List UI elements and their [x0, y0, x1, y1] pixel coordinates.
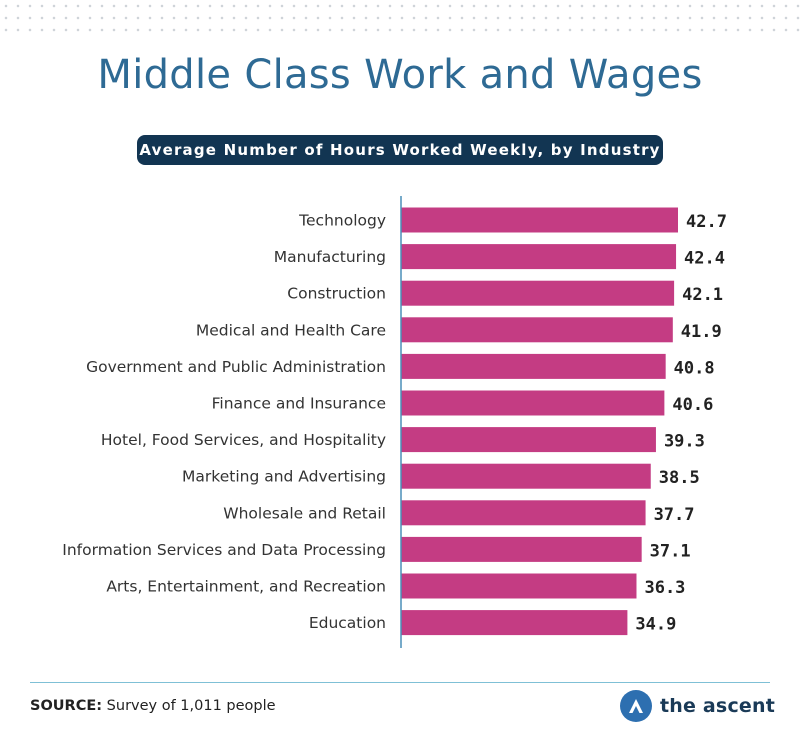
value-label: 42.7 — [686, 212, 727, 232]
source-note: SOURCE: Survey of 1,011 people — [30, 698, 276, 714]
category-label: Finance and Insurance — [212, 395, 386, 413]
brand-name: the ascent — [660, 695, 775, 717]
category-label: Government and Public Administration — [86, 358, 386, 376]
page-title: Middle Class Work and Wages — [97, 52, 703, 98]
bar — [401, 536, 642, 562]
category-label: Hotel, Food Services, and Hospitality — [101, 431, 386, 449]
category-label: Wholesale and Retail — [223, 504, 386, 522]
category-label: Construction — [287, 285, 386, 303]
value-label: 38.5 — [659, 468, 700, 488]
value-label: 42.4 — [684, 249, 725, 269]
bar — [401, 280, 675, 306]
dot-pattern-header — [0, 0, 800, 32]
category-label: Manufacturing — [274, 248, 386, 266]
chart-subtitle: Average Number of Hours Worked Weekly, b… — [137, 135, 663, 165]
bar — [401, 390, 665, 416]
category-label: Arts, Entertainment, and Recreation — [106, 578, 386, 596]
brand-logo: the ascent — [620, 688, 775, 724]
bar — [401, 353, 666, 379]
bar — [401, 610, 628, 636]
source-label: SOURCE: — [30, 698, 103, 714]
value-label: 37.1 — [650, 541, 691, 561]
source-text: Survey of 1,011 people — [106, 698, 276, 714]
bar — [401, 463, 651, 489]
category-label: Technology — [298, 212, 386, 230]
value-label: 39.3 — [664, 432, 705, 452]
bar — [401, 500, 646, 526]
bar — [401, 427, 656, 453]
ascent-logo-icon — [620, 690, 652, 722]
category-label: Marketing and Advertising — [182, 468, 386, 486]
bar — [401, 207, 678, 233]
bar — [401, 573, 637, 599]
value-label: 41.9 — [681, 322, 722, 342]
value-label: 34.9 — [635, 615, 676, 635]
bar — [401, 244, 677, 270]
value-label: 37.7 — [654, 505, 695, 525]
bar — [401, 317, 673, 343]
value-label: 36.3 — [644, 578, 685, 598]
category-label: Medical and Health Care — [196, 321, 386, 339]
value-label: 40.8 — [674, 358, 715, 378]
value-label: 42.1 — [682, 285, 723, 305]
value-label: 40.6 — [672, 395, 713, 415]
category-label: Information Services and Data Processing — [62, 541, 386, 559]
footer-divider — [30, 682, 770, 683]
category-label: Education — [309, 614, 386, 632]
